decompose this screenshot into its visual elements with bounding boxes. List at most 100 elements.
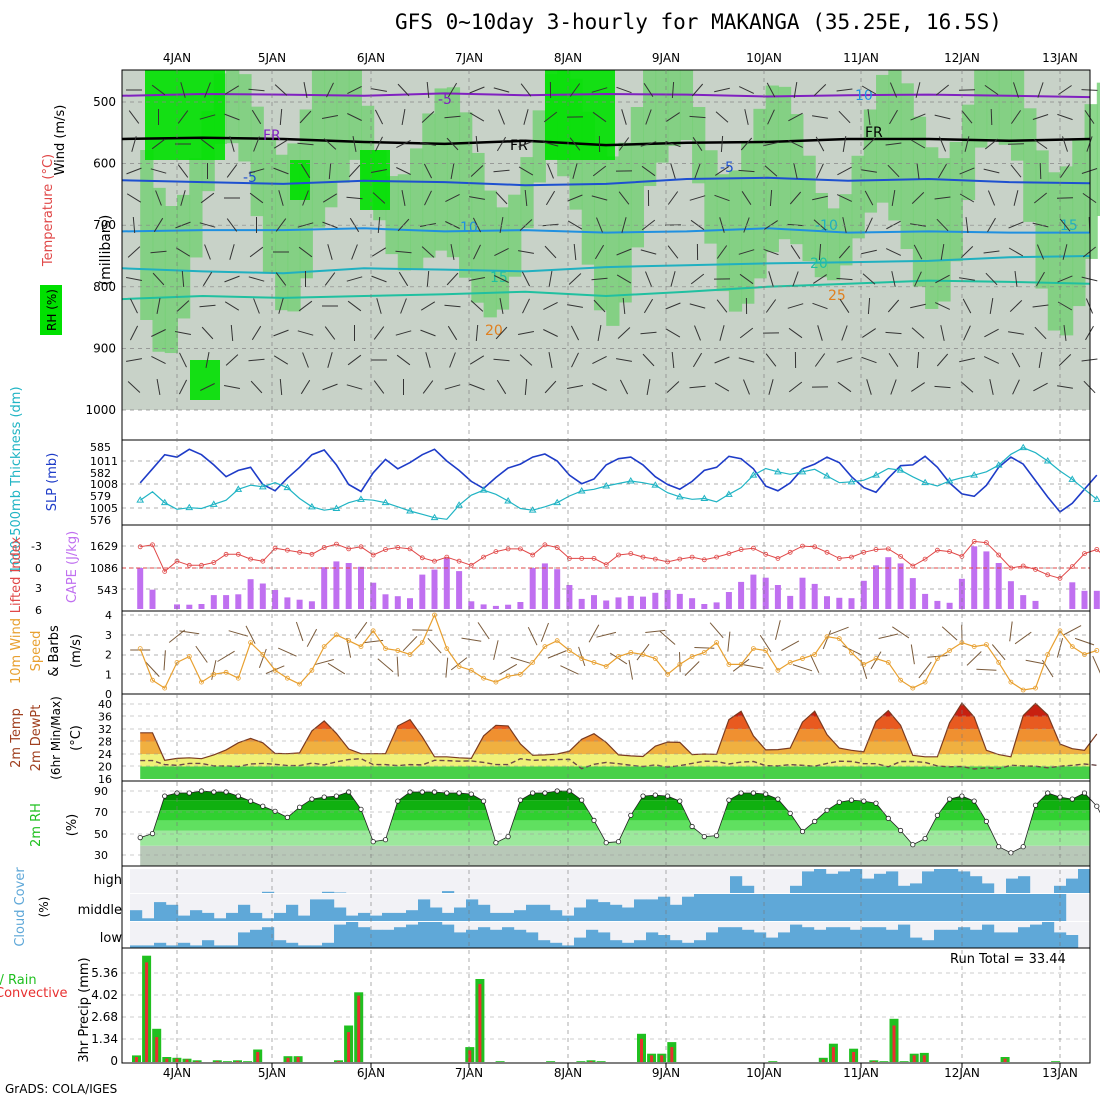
- barb-6-7: [275, 272, 287, 286]
- barb-19-11: [592, 383, 607, 391]
- thickness-point-22: [406, 507, 414, 514]
- barb-10-4: [372, 192, 386, 204]
- wind-point-22: [407, 652, 413, 657]
- cape-bar-63: [909, 578, 916, 609]
- barb-21-0: [643, 83, 654, 97]
- barb-12-7: [426, 270, 430, 288]
- precip-conv-4: [175, 1058, 179, 1062]
- barb-33-2: [938, 136, 947, 152]
- barb-10m-5: [195, 645, 208, 663]
- barb-36-5: [1008, 221, 1024, 229]
- barb-18-2: [569, 137, 581, 151]
- barb-23-0: [691, 83, 704, 97]
- barb-24-11: [714, 382, 730, 392]
- isotherm-2: [121, 176, 1091, 187]
- barb-10m-51: [759, 634, 772, 653]
- pressure-tick-1000: 1000: [85, 403, 116, 417]
- wind-speed-line: [139, 613, 1097, 691]
- bottom-day-label-9: 13JAN: [1042, 1066, 1078, 1080]
- rh2m-point-58: [848, 797, 855, 803]
- barb-16-8: [522, 298, 530, 314]
- bottom-day-label-7: 11JAN: [843, 1066, 879, 1080]
- barb-33-6: [940, 244, 945, 260]
- rh2m-point-50: [750, 790, 757, 796]
- wind-point-65: [935, 656, 940, 661]
- rh2m-point-78: [1094, 803, 1100, 809]
- barb-32-11: [911, 382, 925, 392]
- rh2m-point-42: [652, 792, 658, 798]
- li-point-78: [1094, 547, 1100, 552]
- rh2m-point-69: [983, 818, 990, 825]
- cloud-high-70: [970, 876, 983, 893]
- cloud-middle-61: [862, 894, 875, 921]
- barb-8-9: [324, 326, 336, 340]
- cloud-high-26: [442, 891, 455, 893]
- barb-11-3: [396, 167, 411, 175]
- barb-1-9: [151, 329, 166, 337]
- barb-25-1: [744, 109, 749, 125]
- cape-bar-34: [554, 569, 561, 609]
- barb-10-11: [373, 380, 385, 394]
- barb-27-1: [788, 112, 803, 122]
- barb-11-4: [401, 190, 406, 206]
- li-point-73: [1033, 567, 1038, 572]
- li-point-35: [567, 556, 572, 561]
- rh2m-bands: [140, 791, 1090, 866]
- temp-tick-40: 40: [98, 698, 112, 711]
- barb-10m-14: [306, 628, 318, 647]
- thickness-point-12: [283, 483, 292, 491]
- rh2m-point-76: [1069, 796, 1075, 802]
- barb-37-1: [1032, 114, 1049, 120]
- wind-point-29: [493, 679, 499, 685]
- li-point-70: [996, 552, 1002, 558]
- rh2m-point-72: [1020, 844, 1026, 850]
- cloud-low-24: [418, 922, 431, 948]
- rh-band-72: [1023, 108, 1037, 222]
- rh-band-52: [777, 86, 792, 240]
- cloud-middle-24: [418, 899, 431, 921]
- barb-7-1: [299, 110, 312, 124]
- rh2m-point-9: [248, 798, 254, 804]
- wind-point-36: [579, 656, 585, 661]
- barb-4-8: [224, 301, 240, 311]
- li-point-63: [910, 563, 916, 569]
- barb-20-0: [616, 86, 632, 94]
- minmax-label: (6hr Min/Max): [49, 696, 63, 780]
- rh2m-point-6: [211, 789, 217, 795]
- barb-35-7: [985, 272, 998, 286]
- cloud-low-0: [130, 945, 143, 948]
- bottom-day-label-8: 12JAN: [944, 1066, 980, 1080]
- rh2m-point-74: [1045, 790, 1051, 796]
- cloud-middle-17: [334, 907, 347, 921]
- cloud-low-13: [286, 942, 299, 948]
- barb-15-2: [496, 136, 507, 152]
- barb-9-7: [346, 276, 363, 282]
- barb-6-1: [279, 108, 283, 126]
- barb-24-6: [716, 245, 728, 259]
- thickness-point-40: [626, 477, 635, 484]
- li-point-38: [603, 562, 609, 567]
- cape-bar-24: [431, 569, 438, 609]
- li-tick-0: 0: [35, 562, 42, 575]
- cloud-middle-65: [910, 894, 923, 921]
- barb-1-10: [151, 355, 166, 365]
- li-point-0: [137, 544, 143, 550]
- cloud-middle-47: [694, 894, 707, 921]
- rh2m-point-0: [137, 834, 143, 841]
- barb-10-8: [376, 298, 382, 314]
- cloud-middle-49: [718, 894, 731, 921]
- precip-conv-2: [155, 1037, 159, 1062]
- temp-tick-20: 20: [98, 761, 112, 774]
- barb-38-8: [1057, 301, 1073, 311]
- barb-27-7: [792, 271, 799, 287]
- barb-36-10: [1011, 352, 1021, 368]
- pressure-tick-900: 900: [93, 341, 116, 355]
- top-day-label-6: 10JAN: [746, 51, 782, 65]
- barb-6-0: [274, 84, 288, 96]
- cape-bar-41: [640, 596, 646, 609]
- precip-conv-69: [831, 1047, 835, 1062]
- barb-15-4: [495, 191, 508, 205]
- cloud-middle-76: [1042, 894, 1055, 921]
- barb-34-11: [960, 381, 974, 393]
- cloud-middle-11: [262, 918, 275, 921]
